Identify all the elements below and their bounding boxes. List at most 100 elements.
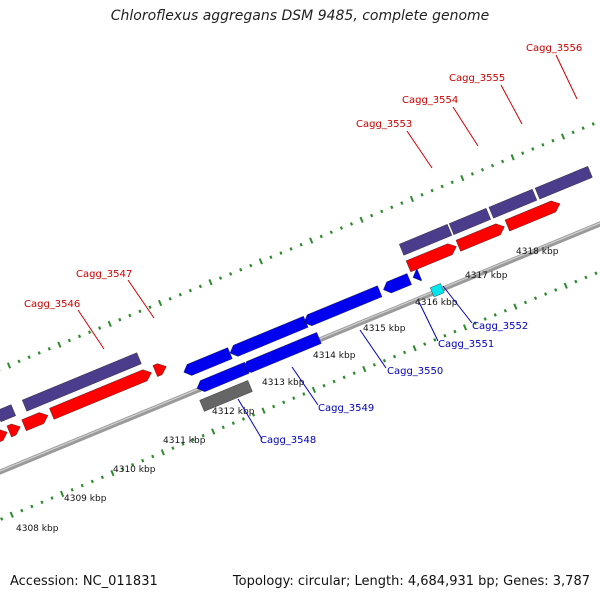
inner-tick (533, 296, 538, 301)
minus-blue-cds[interactable] (303, 285, 383, 327)
inner-tick (30, 504, 34, 509)
plus-dark-cds[interactable] (448, 208, 491, 235)
plus-red-cds[interactable] (0, 429, 8, 443)
gene-leader-line (452, 106, 479, 147)
outer-tick (57, 341, 62, 348)
plus-red-cds[interactable] (152, 363, 167, 377)
outer-tick (531, 147, 535, 151)
minus-blue-cds[interactable] (383, 273, 412, 294)
minus-blue-cds[interactable] (196, 361, 250, 392)
map-title: Chloroflexus aggregans DSM 9485, complet… (110, 8, 490, 24)
plus-red-cds[interactable] (455, 223, 505, 252)
minus-gray-cds[interactable] (199, 380, 253, 412)
gene-label[interactable]: Cagg_3549 (318, 403, 374, 414)
inner-tick (493, 313, 497, 317)
outer-tick (560, 133, 566, 140)
minus-blue-cds[interactable] (242, 332, 322, 373)
inner-tick (241, 417, 246, 421)
inner-tick (433, 338, 437, 342)
inner-tick (462, 324, 468, 331)
inner-tick (50, 496, 54, 500)
outer-tick (460, 174, 465, 182)
inner-tick-ring (0, 271, 598, 521)
axis-label: 4312 kbp (212, 407, 255, 417)
inner-tick (221, 425, 225, 430)
outer-tick (521, 151, 525, 155)
gene-label[interactable]: Cagg_3556 (526, 43, 582, 54)
outer-tick (299, 242, 303, 247)
outer-tick (168, 297, 172, 301)
gene-label[interactable]: Cagg_3553 (356, 119, 412, 130)
axis-label: 4318 kbp (516, 247, 559, 257)
plus-red-cds[interactable] (405, 243, 457, 273)
axis-label: 4316 kbp (415, 298, 458, 308)
inner-tick (523, 300, 528, 305)
inner-tick (191, 438, 195, 442)
inner-tick (412, 345, 417, 352)
inner-tick (392, 354, 397, 359)
outer-tick (501, 159, 505, 164)
outer-tick (440, 184, 444, 189)
minus-blue-cds[interactable] (183, 347, 233, 376)
gene-label[interactable]: Cagg_3554 (402, 95, 458, 106)
outer-tick (47, 347, 51, 351)
inner-tick (70, 487, 74, 492)
plus-dark-cds[interactable] (488, 188, 538, 219)
outer-tick (87, 330, 92, 334)
plus-red-cds[interactable] (21, 412, 49, 432)
plus-red-cds[interactable] (504, 200, 561, 232)
outer-tick (98, 326, 102, 330)
plus-red-cds[interactable] (49, 369, 152, 420)
gene-leader-line (77, 309, 105, 350)
axis-label: 4310 kbp (113, 465, 156, 475)
outer-tick (239, 267, 243, 272)
plus-dark-cds[interactable] (399, 224, 453, 256)
outer-tick (148, 305, 152, 310)
gene-label[interactable]: Cagg_3551 (438, 339, 494, 350)
inner-tick (272, 404, 276, 409)
axis-label: 4314 kbp (313, 351, 356, 361)
inner-tick (554, 288, 558, 292)
inner-tick (261, 407, 266, 414)
gene-leader-line (291, 366, 319, 406)
gene-label[interactable]: Cagg_3552 (472, 321, 528, 332)
inner-tick (141, 458, 145, 463)
inner-tick (292, 396, 296, 400)
gene-leader-line (442, 285, 473, 324)
minus-cyan-cds[interactable] (429, 283, 445, 298)
outer-tick (329, 230, 333, 235)
gene-label[interactable]: Cagg_3547 (76, 269, 132, 280)
plus-dark-cds[interactable] (534, 166, 593, 200)
axis-label: 4311 kbp (163, 436, 206, 446)
gene-leader-line (359, 329, 387, 369)
minus-blue-cds[interactable] (412, 269, 423, 281)
gene-label[interactable]: Cagg_3546 (24, 299, 80, 310)
inner-tick (503, 308, 507, 313)
plus-dark-cds[interactable] (0, 404, 16, 423)
inner-tick (372, 363, 376, 367)
gene-label[interactable]: Cagg_3550 (387, 366, 443, 377)
plus-dark-cds[interactable] (21, 352, 142, 412)
inner-tick (110, 469, 115, 477)
gene-label[interactable]: Cagg_3555 (449, 73, 505, 84)
outer-tick (581, 126, 585, 130)
outer-tick (17, 359, 21, 364)
inner-tick (171, 446, 175, 450)
inner-tick (594, 271, 598, 276)
outer-tick (541, 143, 545, 147)
outer-tick (349, 222, 354, 226)
minus-blue-cds[interactable] (229, 315, 309, 357)
accession-text: Accession: NC_011831 (10, 574, 158, 589)
axis-label: 4317 kbp (465, 271, 508, 281)
inner-tick (201, 433, 205, 438)
gene-labels: Cagg_3546 Cagg_3547 Cagg_3548 Cagg_3549 Cagg… (24, 43, 582, 446)
outer-tick (6, 362, 12, 369)
inner-tick (453, 329, 457, 334)
inner-tick (181, 442, 185, 446)
plus-red-cds[interactable] (6, 423, 21, 438)
gene-leader-line (418, 301, 439, 342)
outer-tick (380, 209, 384, 214)
outer-tick (198, 284, 202, 289)
gene-label[interactable]: Cagg_3548 (260, 435, 316, 446)
